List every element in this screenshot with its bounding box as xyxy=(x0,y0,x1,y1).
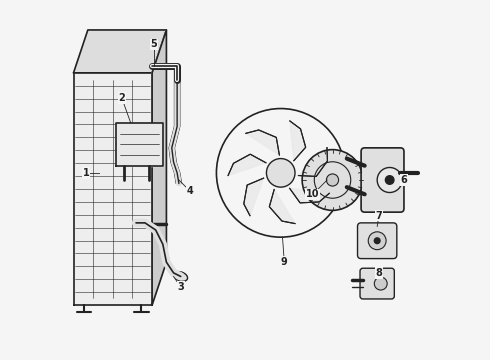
Polygon shape xyxy=(290,188,329,203)
Circle shape xyxy=(267,158,295,187)
Ellipse shape xyxy=(174,271,188,281)
Text: 10: 10 xyxy=(306,189,319,199)
Polygon shape xyxy=(117,123,163,166)
Polygon shape xyxy=(246,130,279,155)
FancyBboxPatch shape xyxy=(361,148,404,212)
Text: 1: 1 xyxy=(83,168,89,178)
Polygon shape xyxy=(74,30,167,73)
Circle shape xyxy=(302,150,363,210)
Polygon shape xyxy=(270,189,295,224)
Circle shape xyxy=(374,277,387,290)
Polygon shape xyxy=(228,154,266,176)
Text: 2: 2 xyxy=(119,93,125,103)
Text: 9: 9 xyxy=(281,257,288,267)
Circle shape xyxy=(374,238,380,244)
FancyBboxPatch shape xyxy=(358,223,397,258)
Circle shape xyxy=(377,167,402,193)
Polygon shape xyxy=(152,30,167,305)
Text: 3: 3 xyxy=(177,282,184,292)
Text: 8: 8 xyxy=(375,268,382,278)
Circle shape xyxy=(368,232,386,249)
Text: 6: 6 xyxy=(401,175,407,185)
Circle shape xyxy=(386,176,394,184)
Polygon shape xyxy=(290,121,306,161)
Polygon shape xyxy=(298,148,327,176)
Text: 5: 5 xyxy=(150,39,157,49)
Circle shape xyxy=(326,174,339,186)
Polygon shape xyxy=(74,73,152,305)
FancyBboxPatch shape xyxy=(360,268,394,299)
Text: 7: 7 xyxy=(375,211,382,221)
Polygon shape xyxy=(244,178,264,216)
Text: 4: 4 xyxy=(186,186,193,196)
Ellipse shape xyxy=(125,111,145,117)
